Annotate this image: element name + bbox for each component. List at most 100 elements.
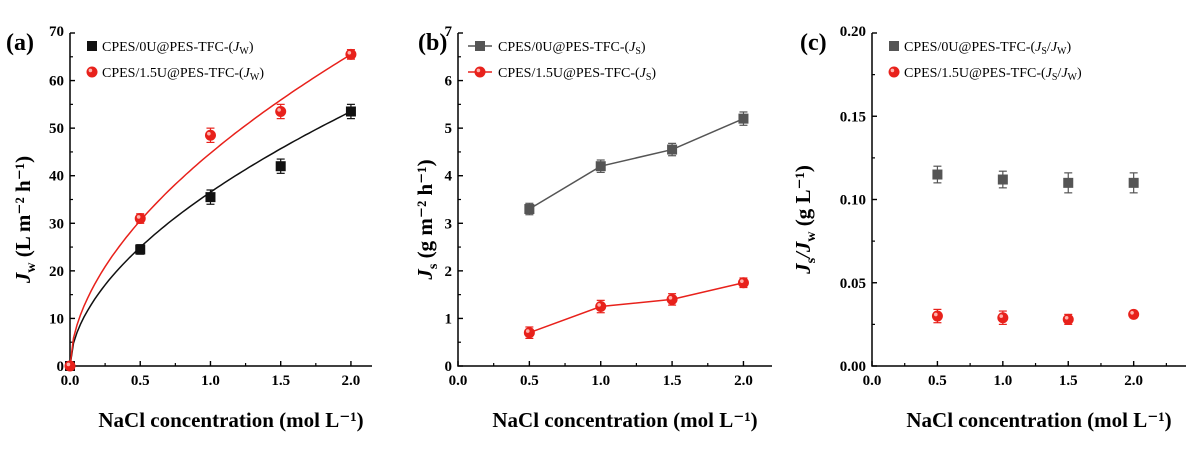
legend-marker-highlight bbox=[476, 68, 481, 73]
data-point-square bbox=[1128, 177, 1139, 188]
data-point-circle bbox=[345, 48, 357, 60]
data-point-square bbox=[667, 144, 678, 155]
y-tick-label: 0.15 bbox=[840, 109, 866, 125]
data-point-square bbox=[275, 161, 286, 172]
data-point-circle bbox=[595, 301, 607, 313]
legend-marker-square bbox=[889, 41, 899, 51]
y-tick-label: 70 bbox=[49, 24, 64, 40]
panel-label: (a) bbox=[6, 30, 34, 56]
y-tick-label: 40 bbox=[49, 169, 64, 185]
axes-frame bbox=[69, 33, 372, 367]
y-axis-label: Js (g m⁻² h⁻¹) bbox=[413, 159, 441, 280]
data-point-circle bbox=[134, 213, 146, 225]
y-tick-label: 6 bbox=[445, 74, 453, 90]
y-tick-label: 3 bbox=[445, 216, 453, 232]
data-point-circle bbox=[737, 277, 749, 289]
y-tick-label: 2 bbox=[445, 264, 453, 280]
data-point-highlight bbox=[668, 296, 673, 300]
x-tick-label: 1.5 bbox=[271, 373, 290, 389]
data-point-square bbox=[1063, 177, 1074, 188]
legend-marker-highlight bbox=[88, 68, 93, 73]
y-tick-label: 4 bbox=[445, 169, 453, 185]
legend-label: CPES/0U@PES-TFC-(JS) bbox=[498, 40, 646, 57]
y-tick-label: 0.00 bbox=[840, 359, 866, 375]
x-tick-label: 2.0 bbox=[734, 373, 753, 389]
data-point-highlight bbox=[1130, 310, 1134, 315]
x-tick-label: 1.5 bbox=[663, 373, 682, 389]
data-point-circle bbox=[275, 105, 287, 117]
legend-label: CPES/0U@PES-TFC-(JW) bbox=[102, 40, 254, 57]
series-0: CPES/0U@PES-TFC-(JS/JW) bbox=[889, 40, 1139, 194]
y-tick-label: 0 bbox=[445, 359, 453, 375]
legend-marker-highlight bbox=[890, 68, 895, 73]
y-tick-label: 50 bbox=[49, 121, 64, 137]
legend-label: CPES/1.5U@PES-TFC-(JW) bbox=[102, 66, 264, 83]
panel-label: (b) bbox=[418, 30, 447, 56]
x-tick-label: 1.0 bbox=[591, 373, 610, 389]
data-point-square bbox=[135, 244, 146, 255]
data-point-highlight bbox=[136, 215, 141, 219]
y-tick-label: 0.10 bbox=[840, 193, 866, 209]
legend-marker-circle bbox=[86, 66, 98, 78]
x-axis-label: NaCl concentration (mol L⁻¹) bbox=[906, 408, 1171, 432]
x-tick-label: 0.5 bbox=[131, 373, 150, 389]
x-tick-label: 0.5 bbox=[520, 373, 539, 389]
legend-label: CPES/1.5U@PES-TFC-(JS) bbox=[498, 66, 656, 83]
data-point-circle bbox=[523, 327, 535, 339]
data-point-highlight bbox=[934, 312, 938, 317]
axes-frame bbox=[457, 33, 772, 367]
y-axis-label: Jw (L m⁻² h⁻¹) bbox=[11, 156, 39, 284]
data-point-circle bbox=[204, 129, 216, 141]
legend-marker-square bbox=[87, 41, 97, 51]
series-0: CPES/0U@PES-TFC-(JW) bbox=[65, 40, 356, 371]
y-tick-label: 5 bbox=[445, 121, 453, 137]
series-line bbox=[528, 117, 744, 210]
data-point-circle bbox=[1062, 313, 1074, 325]
data-point-highlight bbox=[277, 108, 281, 112]
x-axis-label: NaCl concentration (mol L⁻¹) bbox=[98, 408, 363, 432]
data-point-highlight bbox=[597, 303, 601, 307]
data-point-square bbox=[738, 113, 749, 124]
x-tick-label: 1.0 bbox=[993, 373, 1012, 389]
data-point-highlight bbox=[347, 51, 352, 55]
data-point-circle bbox=[1128, 308, 1140, 320]
y-tick-label: 20 bbox=[49, 264, 64, 280]
data-point-square bbox=[932, 169, 943, 180]
data-point-circle bbox=[931, 310, 943, 322]
chart-panel-c: 0.00 0.05 0.10 0.15 0.20 0.0 0.5 1.0 1.5 2.0 NaCl … bbox=[791, 24, 1186, 432]
chart-panel-b: 0 1 2 3 4 5 6 7 0.0 0.5 1.0 1.5 2.0 NaCl concentratio… bbox=[413, 24, 772, 432]
legend-label: CPES/0U@PES-TFC-(JS/JW) bbox=[904, 40, 1071, 57]
legend-label: CPES/1.5U@PES-TFC-(JS/JW) bbox=[904, 66, 1082, 83]
series-line bbox=[529, 282, 744, 334]
data-point-square bbox=[997, 174, 1008, 185]
x-tick-label: 0.0 bbox=[61, 373, 80, 389]
y-tick-label: 10 bbox=[49, 311, 64, 327]
x-tick-label: 1.0 bbox=[201, 373, 220, 389]
y-axis-label: Js/Jw (g L⁻¹) bbox=[791, 165, 819, 275]
x-tick-label: 2.0 bbox=[1124, 373, 1143, 389]
y-tick-label: 30 bbox=[49, 216, 64, 232]
y-tick-label: 0 bbox=[57, 359, 65, 375]
series-1: CPES/1.5U@PES-TFC-(JS/JW) bbox=[888, 66, 1140, 325]
data-point-square bbox=[345, 106, 356, 117]
y-tick-label: 60 bbox=[49, 74, 64, 90]
data-point-circle bbox=[997, 312, 1009, 324]
x-tick-label: 1.5 bbox=[1059, 373, 1078, 389]
panel-label: (c) bbox=[800, 30, 827, 56]
y-tick-label: 1 bbox=[445, 311, 453, 327]
data-point-highlight bbox=[525, 329, 530, 333]
x-tick-label: 2.0 bbox=[342, 373, 361, 389]
data-point-square bbox=[205, 192, 216, 203]
data-point-highlight bbox=[740, 279, 744, 283]
series-1: CPES/1.5U@PES-TFC-(JS) bbox=[468, 66, 749, 340]
y-tick-label: 7 bbox=[445, 24, 453, 40]
y-tick-label: 0.20 bbox=[840, 24, 866, 40]
data-point-highlight bbox=[207, 131, 211, 136]
data-point-circle bbox=[64, 360, 76, 372]
data-point-square bbox=[524, 204, 535, 215]
fit-curve bbox=[69, 110, 352, 367]
fit-curve bbox=[69, 53, 352, 367]
data-point-square bbox=[595, 161, 606, 172]
x-tick-label: 0.5 bbox=[928, 373, 947, 389]
